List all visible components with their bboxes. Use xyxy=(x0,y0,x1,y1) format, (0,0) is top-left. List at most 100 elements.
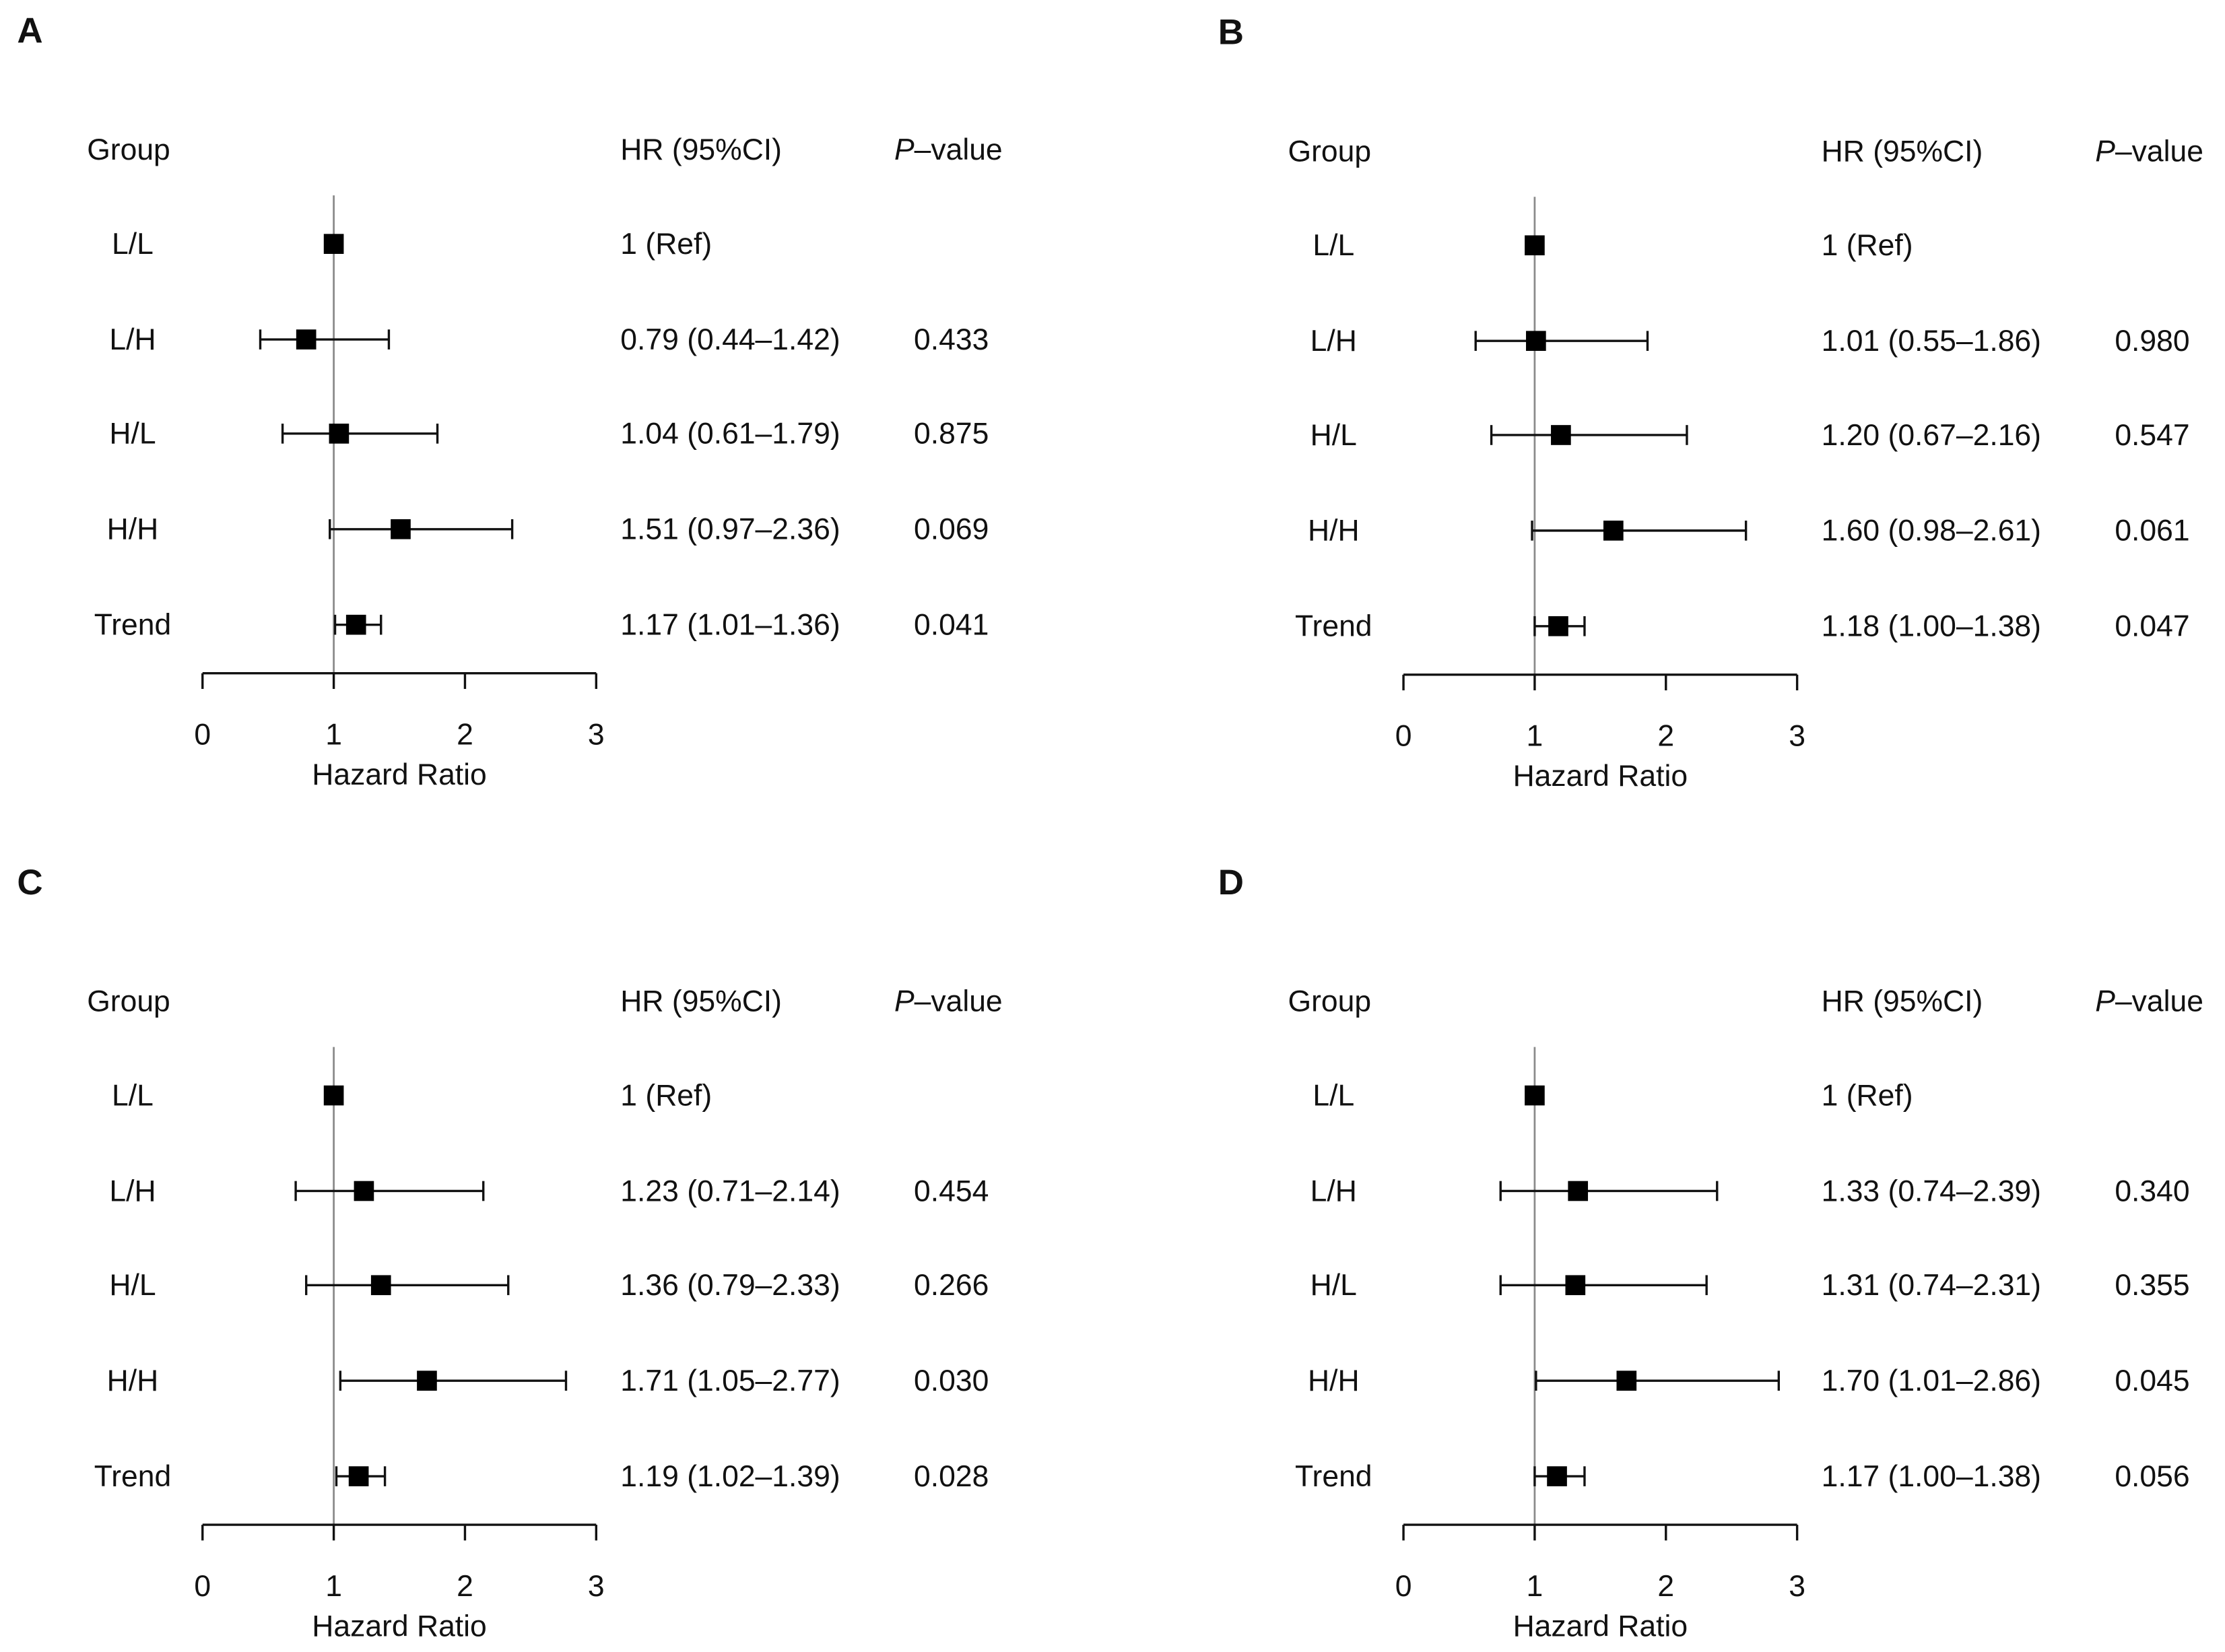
row-p-value: 0.047 xyxy=(2115,610,2189,643)
row-hr-ci: 1.23 (0.71–2.14) xyxy=(620,1175,840,1208)
hr-point-marker xyxy=(345,614,366,635)
x-tick-label: 1 xyxy=(325,1570,342,1603)
x-tick-label: 2 xyxy=(457,1570,473,1603)
row-p-value: 0.041 xyxy=(914,608,989,641)
hr-point-marker xyxy=(329,424,350,444)
hr-point-marker xyxy=(1525,235,1545,256)
x-tick-label: 3 xyxy=(588,1570,605,1603)
panel-label: B xyxy=(1218,13,1244,53)
row-hr-ci: 1.60 (0.98–2.61) xyxy=(1822,515,2041,548)
row-group-label: L/H xyxy=(109,323,156,356)
hr-point-marker xyxy=(348,1466,369,1486)
row-hr-ci: 1.17 (1.00–1.38) xyxy=(1822,1460,2041,1493)
row-hr-ci: 1.70 (1.01–2.86) xyxy=(1822,1364,2041,1397)
row-hr-ci: 1 (Ref) xyxy=(1822,229,1913,262)
header-p-letter: P xyxy=(2095,135,2115,168)
row-hr-ci: 1.17 (1.01–1.36) xyxy=(620,608,840,641)
row-hr-ci: 0.79 (0.44–1.42) xyxy=(620,323,840,356)
hr-point-marker xyxy=(1568,1181,1589,1201)
hr-point-marker xyxy=(1548,616,1568,636)
hr-point-marker xyxy=(1547,1466,1567,1486)
row-p-value: 0.030 xyxy=(914,1364,989,1397)
panel-b: B Group HR (95%CI) P–value L/L 1 (Ref) L/H 1.01… xyxy=(1218,13,2203,793)
panel-label: C xyxy=(17,863,42,902)
header-p-value: P–value xyxy=(894,985,1003,1018)
x-tick-label: 3 xyxy=(1789,720,1805,753)
row-group-label: L/L xyxy=(1313,1079,1354,1112)
row-group-label: Trend xyxy=(1295,1460,1372,1493)
row-group-label: L/H xyxy=(1310,325,1357,358)
row-p-value: 0.980 xyxy=(2115,325,2189,358)
row-hr-ci: 1 (Ref) xyxy=(1822,1079,1913,1112)
x-tick-label: 0 xyxy=(1395,1570,1412,1603)
row-group-label: H/L xyxy=(1310,1269,1357,1302)
row-group-label: Trend xyxy=(94,1460,172,1493)
row-p-value: 0.340 xyxy=(2115,1175,2189,1208)
row-group-label: H/H xyxy=(107,513,159,546)
row-group-label: H/L xyxy=(109,1269,156,1302)
row-p-value: 0.028 xyxy=(914,1460,989,1493)
hr-point-marker xyxy=(354,1181,374,1201)
row-group-label: H/H xyxy=(1308,1364,1360,1397)
row-group-label: Trend xyxy=(94,608,172,641)
hr-point-marker xyxy=(1551,425,1571,445)
hr-point-marker xyxy=(1525,1085,1545,1106)
hr-point-marker xyxy=(417,1370,437,1391)
header-group: Group xyxy=(1288,985,1372,1018)
row-p-value: 0.056 xyxy=(2115,1460,2189,1493)
x-axis-title: Hazard Ratio xyxy=(312,1610,487,1643)
row-hr-ci: 1.19 (1.02–1.39) xyxy=(620,1460,840,1493)
header-p-letter: P xyxy=(894,985,915,1018)
row-p-value: 0.061 xyxy=(2115,515,2189,548)
x-tick-label: 0 xyxy=(194,1570,211,1603)
header-p-value: P–value xyxy=(894,133,1003,166)
row-group-label: H/L xyxy=(109,418,156,451)
row-hr-ci: 1.36 (0.79–2.33) xyxy=(620,1269,840,1302)
header-p-value: P–value xyxy=(2095,135,2203,168)
row-hr-ci: 1.33 (0.74–2.39) xyxy=(1822,1175,2041,1208)
row-hr-ci: 1.71 (1.05–2.77) xyxy=(620,1364,840,1397)
x-axis-title: Hazard Ratio xyxy=(312,758,487,791)
row-hr-ci: 1.51 (0.97–2.36) xyxy=(620,513,840,546)
hr-point-marker xyxy=(1565,1275,1586,1296)
hr-point-marker xyxy=(1603,521,1624,541)
hr-point-marker xyxy=(323,1085,344,1106)
hr-point-marker xyxy=(296,329,317,350)
header-p-suffix: –value xyxy=(2115,985,2203,1018)
hr-point-marker xyxy=(323,234,344,254)
x-tick-label: 3 xyxy=(588,719,605,752)
header-hr-ci: HR (95%CI) xyxy=(1822,135,1983,168)
x-axis-title: Hazard Ratio xyxy=(1513,1610,1688,1643)
panel-label: D xyxy=(1218,863,1244,902)
row-group-label: H/L xyxy=(1310,419,1357,452)
row-hr-ci: 1.31 (0.74–2.31) xyxy=(1822,1269,2041,1302)
header-group: Group xyxy=(87,133,170,166)
panel-label: A xyxy=(17,11,42,51)
row-group-label: L/L xyxy=(112,1079,154,1112)
hr-point-marker xyxy=(1526,331,1546,352)
row-p-value: 0.875 xyxy=(914,418,989,451)
header-p-suffix: –value xyxy=(915,133,1003,166)
row-p-value: 0.355 xyxy=(2115,1269,2189,1302)
row-p-value: 0.454 xyxy=(914,1175,989,1208)
x-tick-label: 0 xyxy=(194,719,211,752)
header-p-letter: P xyxy=(894,133,915,166)
row-hr-ci: 1.01 (0.55–1.86) xyxy=(1822,325,2041,358)
row-p-value: 0.069 xyxy=(914,513,989,546)
header-hr-ci: HR (95%CI) xyxy=(620,133,782,166)
header-p-suffix: –value xyxy=(2115,135,2203,168)
row-group-label: L/L xyxy=(112,228,154,261)
row-p-value: 0.433 xyxy=(914,323,989,356)
x-tick-label: 3 xyxy=(1789,1570,1805,1603)
x-tick-label: 1 xyxy=(1527,720,1543,753)
x-tick-label: 2 xyxy=(457,719,473,752)
header-p-letter: P xyxy=(2095,985,2115,1018)
row-group-label: Trend xyxy=(1295,610,1372,643)
hr-point-marker xyxy=(1616,1370,1637,1391)
x-axis-title: Hazard Ratio xyxy=(1513,760,1688,793)
row-group-label: L/H xyxy=(109,1175,156,1208)
x-tick-label: 2 xyxy=(1657,1570,1674,1603)
header-group: Group xyxy=(87,985,170,1018)
